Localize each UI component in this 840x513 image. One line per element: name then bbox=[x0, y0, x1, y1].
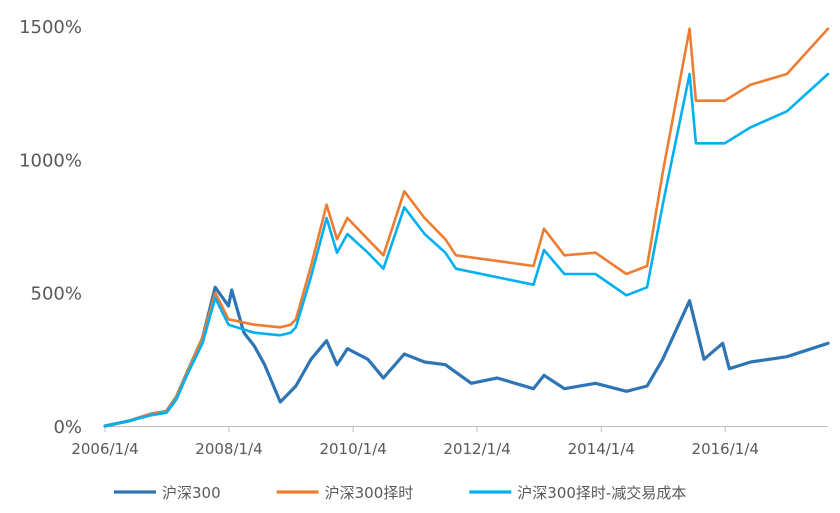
x-tick-label: 2012/1/4 bbox=[443, 440, 510, 458]
series-line-3 bbox=[103, 72, 830, 428]
x-tick-label: 2008/1/4 bbox=[195, 440, 262, 458]
legend-label: 沪深300择时-减交易成本 bbox=[517, 484, 686, 502]
y-tick-label: 500% bbox=[31, 284, 82, 305]
legend-label: 沪深300 bbox=[162, 484, 221, 502]
x-tick-label: 2006/1/4 bbox=[71, 440, 138, 458]
axis-layer: 0% 500% 1000% 1500% 2006/1/4 2008/1/4 2010/1/4… bbox=[19, 17, 828, 458]
x-tick-label: 2016/1/4 bbox=[692, 440, 759, 458]
y-tick-label: 1500% bbox=[19, 17, 82, 38]
x-tick-label: 2014/1/4 bbox=[568, 440, 635, 458]
y-tick-label: 0% bbox=[53, 417, 82, 438]
series-line-2 bbox=[103, 27, 830, 428]
series-layer bbox=[103, 27, 830, 428]
x-tick-label: 2010/1/4 bbox=[319, 440, 386, 458]
y-tick-label: 1000% bbox=[19, 150, 82, 171]
legend: 沪深300 沪深300择时 沪深300择时-减交易成本 bbox=[114, 484, 686, 502]
legend-label: 沪深300择时 bbox=[325, 484, 414, 502]
